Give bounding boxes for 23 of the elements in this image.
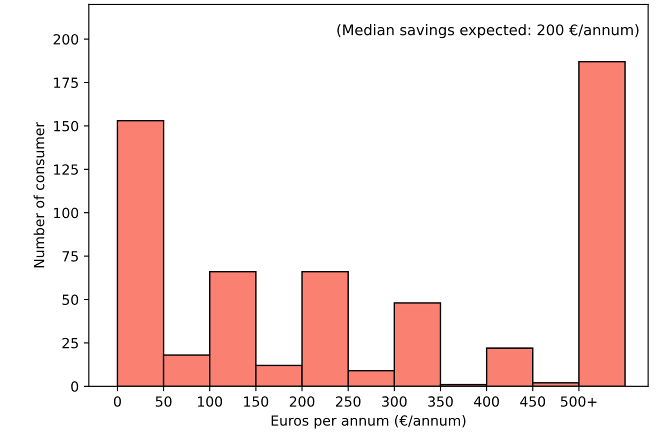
y-tick-label: 200 (54, 34, 78, 45)
y-tick-label: 150 (54, 120, 78, 132)
x-tick-label: 150 (244, 396, 268, 407)
x-axis-title: Euros per annum (€/annum) (272, 415, 466, 428)
y-tick-label: 75 (62, 251, 78, 262)
x-tick-label: 300 (382, 396, 407, 407)
y-tick-label: 50 (62, 294, 78, 305)
y-tick-label: 175 (54, 78, 78, 88)
x-tick-label: 450 (520, 396, 546, 407)
x-tick-label: 350 (428, 396, 453, 407)
x-tick-label: 0 (114, 396, 121, 407)
x-tick-label: 250 (336, 396, 361, 407)
x-tick-label: 100 (198, 396, 222, 407)
x-tick-label: 50 (156, 396, 172, 407)
x-tick-label: 200 (290, 396, 314, 407)
y-tick-label: 125 (54, 164, 78, 175)
y-axis-title: Number of consumer (34, 122, 44, 268)
annotation: (Median savings expected: 200 €/annum) (337, 24, 638, 38)
y-tick-label: 25 (62, 338, 78, 348)
x-tick-label: 500+ (560, 396, 597, 407)
y-tick-label: 100 (54, 208, 78, 218)
y-tick-label: 0 (71, 381, 78, 392)
x-tick-label: 400 (474, 396, 499, 407)
